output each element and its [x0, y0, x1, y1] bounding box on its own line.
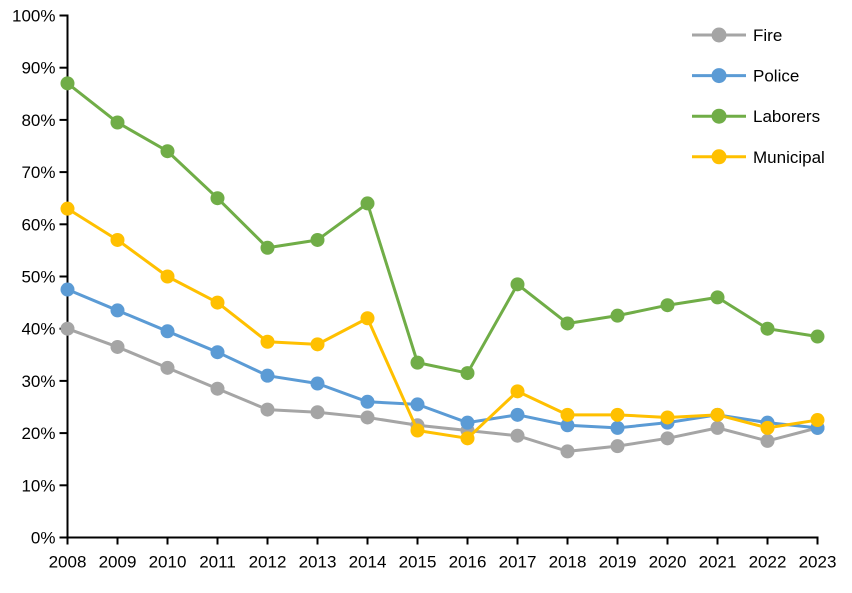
- data-point-laborers-2022: [760, 321, 775, 336]
- data-point-laborers-2015: [410, 355, 425, 370]
- data-point-fire-2011: [210, 381, 225, 396]
- data-point-police-2016: [460, 415, 475, 430]
- y-tick-label: 70%: [21, 163, 55, 182]
- series-line-police: [66, 288, 819, 430]
- x-tick-label: 2019: [599, 553, 637, 572]
- data-point-municipal-2016: [460, 431, 475, 446]
- data-point-municipal-2013: [310, 337, 325, 352]
- x-tick-label: 2017: [499, 553, 537, 572]
- data-point-municipal-2011: [210, 295, 225, 310]
- data-point-laborers-2023: [810, 329, 825, 344]
- data-point-fire-2010: [160, 360, 175, 375]
- x-tick-label: 2011: [199, 553, 236, 572]
- data-point-municipal-2009: [110, 232, 125, 247]
- data-point-fire-2020: [660, 431, 675, 446]
- data-point-fire-2021: [710, 420, 725, 435]
- data-point-fire-2014: [360, 410, 375, 425]
- data-point-laborers-2017: [510, 277, 525, 292]
- y-tick-label: 20%: [21, 424, 55, 443]
- legend-label-fire: Fire: [753, 26, 782, 45]
- data-point-laborers-2010: [160, 144, 175, 159]
- series-line-municipal: [66, 207, 819, 440]
- data-point-municipal-2015: [410, 423, 425, 438]
- data-point-police-2014: [360, 394, 375, 409]
- y-tick-label: 100%: [12, 6, 55, 25]
- data-point-fire-2017: [510, 428, 525, 443]
- data-point-police-2017: [510, 407, 525, 422]
- legend-marker-laborers: [711, 108, 727, 124]
- y-tick-label: 0%: [31, 528, 56, 547]
- data-point-laborers-2020: [660, 298, 675, 313]
- data-point-fire-2013: [310, 405, 325, 420]
- x-tick-label: 2013: [299, 553, 337, 572]
- data-point-police-2015: [410, 397, 425, 412]
- legend-marker-municipal: [711, 149, 727, 165]
- x-tick-label: 2008: [49, 553, 87, 572]
- data-point-municipal-2012: [260, 334, 275, 349]
- y-tick-label: 80%: [21, 111, 55, 130]
- data-point-laborers-2014: [360, 196, 375, 211]
- data-point-laborers-2021: [710, 290, 725, 305]
- data-point-police-2019: [610, 420, 625, 435]
- x-tick-label: 2021: [699, 553, 737, 572]
- legend-marker-fire: [711, 27, 727, 43]
- data-point-fire-2009: [110, 339, 125, 354]
- legend-label-police: Police: [753, 67, 799, 86]
- x-tick-label: 2015: [399, 553, 437, 572]
- data-point-police-2009: [110, 303, 125, 318]
- y-tick-label: 90%: [21, 59, 55, 78]
- y-tick-label: 50%: [21, 267, 55, 286]
- y-tick-label: 60%: [21, 215, 55, 234]
- data-point-police-2008: [60, 282, 75, 297]
- x-tick-label: 2012: [249, 553, 287, 572]
- x-tick-label: 2016: [449, 553, 487, 572]
- data-point-municipal-2020: [660, 410, 675, 425]
- data-point-laborers-2016: [460, 366, 475, 381]
- data-point-laborers-2009: [110, 115, 125, 130]
- x-tick-label: 2010: [149, 553, 187, 572]
- data-point-laborers-2013: [310, 232, 325, 247]
- data-point-municipal-2021: [710, 407, 725, 422]
- y-tick-label: 40%: [21, 320, 55, 339]
- data-point-municipal-2019: [610, 407, 625, 422]
- legend-marker-police: [711, 68, 727, 84]
- data-point-municipal-2022: [760, 420, 775, 435]
- data-point-police-2010: [160, 324, 175, 339]
- data-point-municipal-2018: [560, 407, 575, 422]
- legend-label-laborers: Laborers: [753, 107, 820, 126]
- data-point-municipal-2014: [360, 311, 375, 326]
- data-point-fire-2018: [560, 444, 575, 459]
- x-tick-label: 2022: [749, 553, 787, 572]
- data-point-fire-2019: [610, 439, 625, 454]
- data-point-municipal-2023: [810, 413, 825, 428]
- data-point-municipal-2010: [160, 269, 175, 284]
- x-tick-label: 2009: [99, 553, 137, 572]
- data-point-municipal-2017: [510, 384, 525, 399]
- legend-label-municipal: Municipal: [753, 148, 825, 167]
- data-point-laborers-2008: [60, 76, 75, 91]
- x-tick-label: 2014: [349, 553, 387, 572]
- data-point-laborers-2012: [260, 240, 275, 255]
- y-tick-label: 30%: [21, 372, 55, 391]
- x-tick-label: 2020: [649, 553, 687, 572]
- x-tick-label: 2023: [799, 553, 837, 572]
- data-point-police-2012: [260, 368, 275, 383]
- x-tick-label: 2018: [549, 553, 587, 572]
- data-point-fire-2008: [60, 321, 75, 336]
- data-point-laborers-2011: [210, 191, 225, 206]
- series-line-laborers: [66, 81, 819, 375]
- data-point-fire-2012: [260, 402, 275, 417]
- data-point-laborers-2019: [610, 308, 625, 323]
- data-point-municipal-2008: [60, 201, 75, 216]
- data-point-police-2013: [310, 376, 325, 391]
- data-point-fire-2022: [760, 433, 775, 448]
- data-point-police-2018: [560, 418, 575, 433]
- data-point-laborers-2018: [560, 316, 575, 331]
- y-tick-label: 10%: [21, 476, 55, 495]
- data-point-police-2011: [210, 345, 225, 360]
- series-line-fire: [66, 327, 819, 453]
